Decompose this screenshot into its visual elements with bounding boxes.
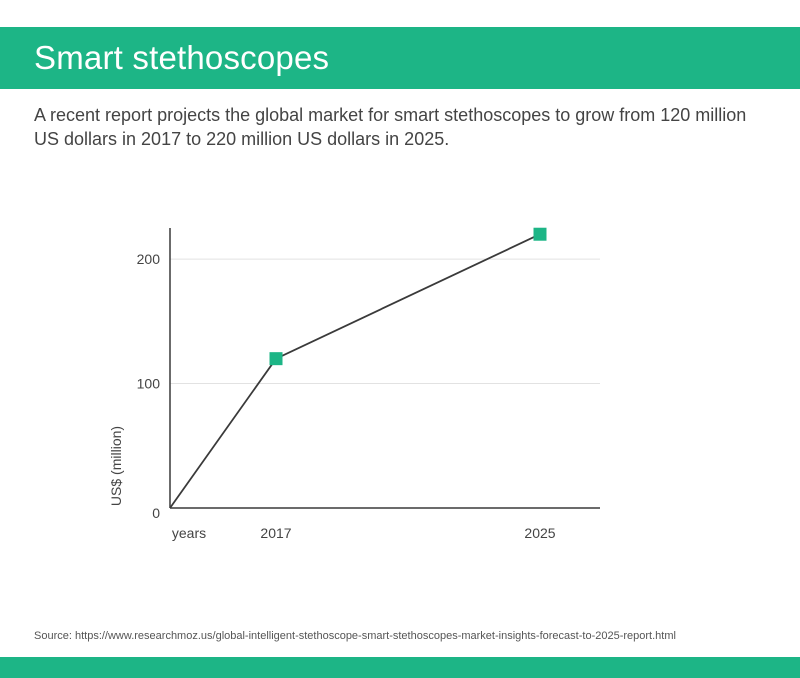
- y-tick-label: 200: [137, 251, 161, 267]
- series-layer: [169, 227, 547, 509]
- x-tick-label: 2017: [260, 525, 291, 541]
- y-tick-label: 0: [152, 505, 160, 521]
- source-note: Source: https://www.researchmoz.us/globa…: [34, 630, 676, 642]
- grid-layer: [170, 258, 600, 385]
- bottom-bar: [0, 657, 800, 678]
- y-axis-title: US$ (million): [108, 426, 124, 506]
- data-point-2025: [533, 227, 547, 241]
- x-tick-label: 2025: [524, 525, 555, 541]
- x-axis-title: years: [172, 525, 206, 541]
- series-line: [169, 233, 541, 509]
- description-text: A recent report projects the global mark…: [34, 105, 747, 149]
- page-title: Smart stethoscopes: [34, 39, 330, 76]
- data-point-2017: [269, 352, 283, 366]
- x-tick-labels: 2017 2025: [260, 525, 555, 541]
- y-tick-label: 100: [137, 376, 161, 392]
- title-banner: Smart stethoscopes: [0, 27, 800, 89]
- y-tick-labels: 0 100 200: [137, 251, 161, 521]
